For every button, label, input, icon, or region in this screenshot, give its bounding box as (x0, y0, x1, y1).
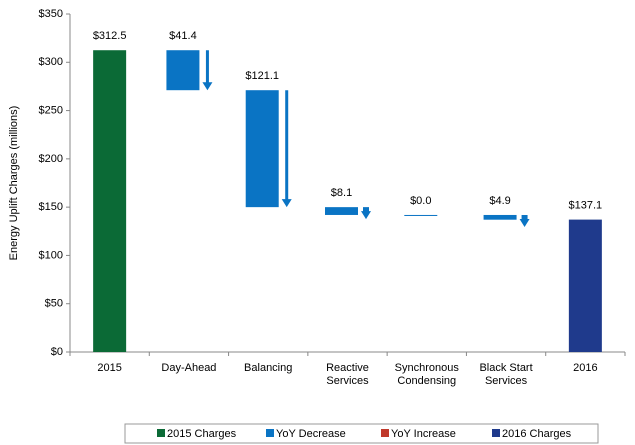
x-tick-label: Reactive Services (326, 362, 369, 387)
legend-box (124, 423, 599, 444)
decrease-arrow (202, 50, 213, 91)
y-tick-label: $350 (39, 8, 63, 20)
bar (568, 219, 602, 352)
legend-label: 2015 Charges (167, 428, 237, 440)
legend-swatch (492, 429, 500, 437)
x-tick-label: Black Start Services (479, 362, 532, 387)
legend-swatch (266, 429, 274, 437)
bar (93, 50, 127, 352)
value-label: $137.1 (569, 200, 603, 212)
legend-label: 2016 Charges (502, 428, 572, 440)
legend-swatch (381, 429, 389, 437)
bar (404, 214, 438, 216)
value-label: $312.5 (93, 30, 127, 42)
value-label: $41.4 (169, 30, 197, 42)
value-label: $0.0 (410, 195, 431, 207)
legend-label: YoY Increase (391, 428, 456, 440)
y-tick-label: $200 (39, 153, 63, 165)
bar (166, 50, 200, 91)
y-tick-label: $50 (45, 298, 63, 310)
value-label: $4.9 (489, 195, 510, 207)
y-tick-label: $0 (51, 346, 63, 358)
bar (245, 90, 279, 208)
x-tick-label: 2015 (97, 362, 121, 374)
y-tick-label: $300 (39, 56, 63, 68)
legend-label: YoY Decrease (276, 428, 346, 440)
bar (325, 207, 358, 215)
decrease-arrow (361, 207, 371, 220)
x-tick-label: Synchronous Condensing (395, 362, 460, 387)
decrease-arrow (281, 90, 292, 208)
y-tick-label: $100 (39, 249, 63, 261)
value-label: $8.1 (331, 187, 352, 199)
decrease-arrow (519, 214, 530, 227)
y-tick-label: $250 (39, 104, 63, 116)
legend-swatch (157, 429, 165, 437)
x-tick-label: 2016 (573, 362, 597, 374)
x-tick-label: Day-Ahead (161, 362, 216, 374)
x-tick-label: Balancing (244, 362, 292, 374)
bar (483, 214, 517, 220)
value-label: $121.1 (245, 70, 279, 82)
y-tick-label: $150 (39, 201, 63, 213)
y-axis-label: Energy Uplift Charges (millions) (8, 106, 20, 261)
